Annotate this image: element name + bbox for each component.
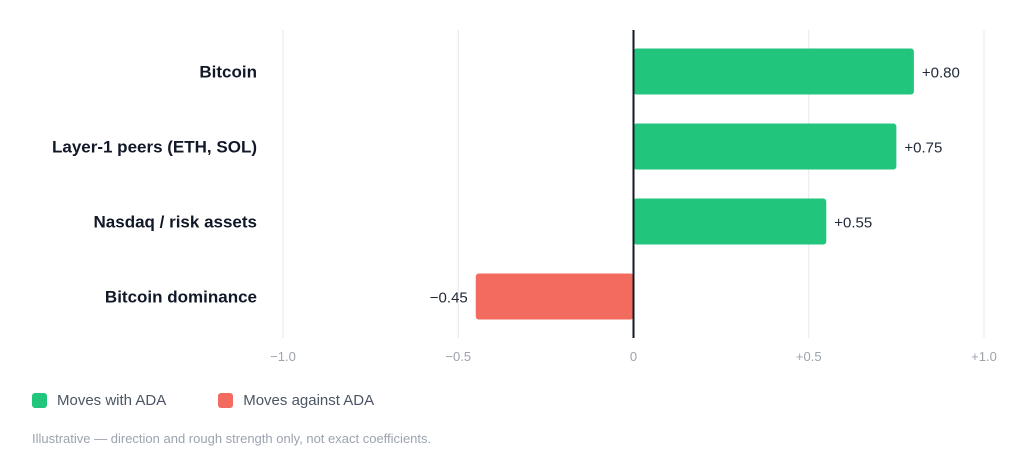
data-label-1: +0.75 [904,140,942,157]
correlation-bar-chart: −1.0 −0.5 0 +0.5 +1.0 Bitcoin +0.80 Layer-1 pee… [52,30,997,364]
x-tick-label-4: +1.0 [971,349,997,364]
legend-swatch-negative [218,393,234,408]
x-tick-label-1: −0.5 [445,349,471,364]
data-label-0: +0.80 [922,65,960,82]
labels: −1.0 −0.5 0 +0.5 +1.0 Bitcoin +0.80 Layer-1 pee… [52,30,997,364]
category-label-1: Layer-1 peers (ETH, SOL) [52,138,257,157]
data-label-2: +0.55 [834,215,872,232]
legend-label-negative: Moves against ADA [243,392,375,409]
bar-2 [633,198,827,245]
bar-1 [633,123,897,170]
x-tick-label-3: +0.5 [796,349,822,364]
legend-swatch-positive [32,393,47,408]
x-tick-label-0: −1.0 [270,349,296,364]
legend-label-positive: Moves with ADA [57,392,167,409]
bars [475,48,914,320]
category-label-2: Nasdaq / risk assets [94,213,257,232]
legend: Moves with ADA Moves against ADA [32,392,374,409]
x-tick-label-2: 0 [630,349,637,364]
bar-0 [633,48,914,95]
category-label-3: Bitcoin dominance [105,288,257,307]
category-label-0: Bitcoin [199,63,257,82]
bar-3 [475,273,634,320]
legend-item-negative: Moves against ADA [218,392,374,409]
legend-item-positive: Moves with ADA [32,392,166,409]
footnote: Illustrative — direction and rough stren… [32,431,432,446]
data-label-3: −0.45 [430,290,468,307]
